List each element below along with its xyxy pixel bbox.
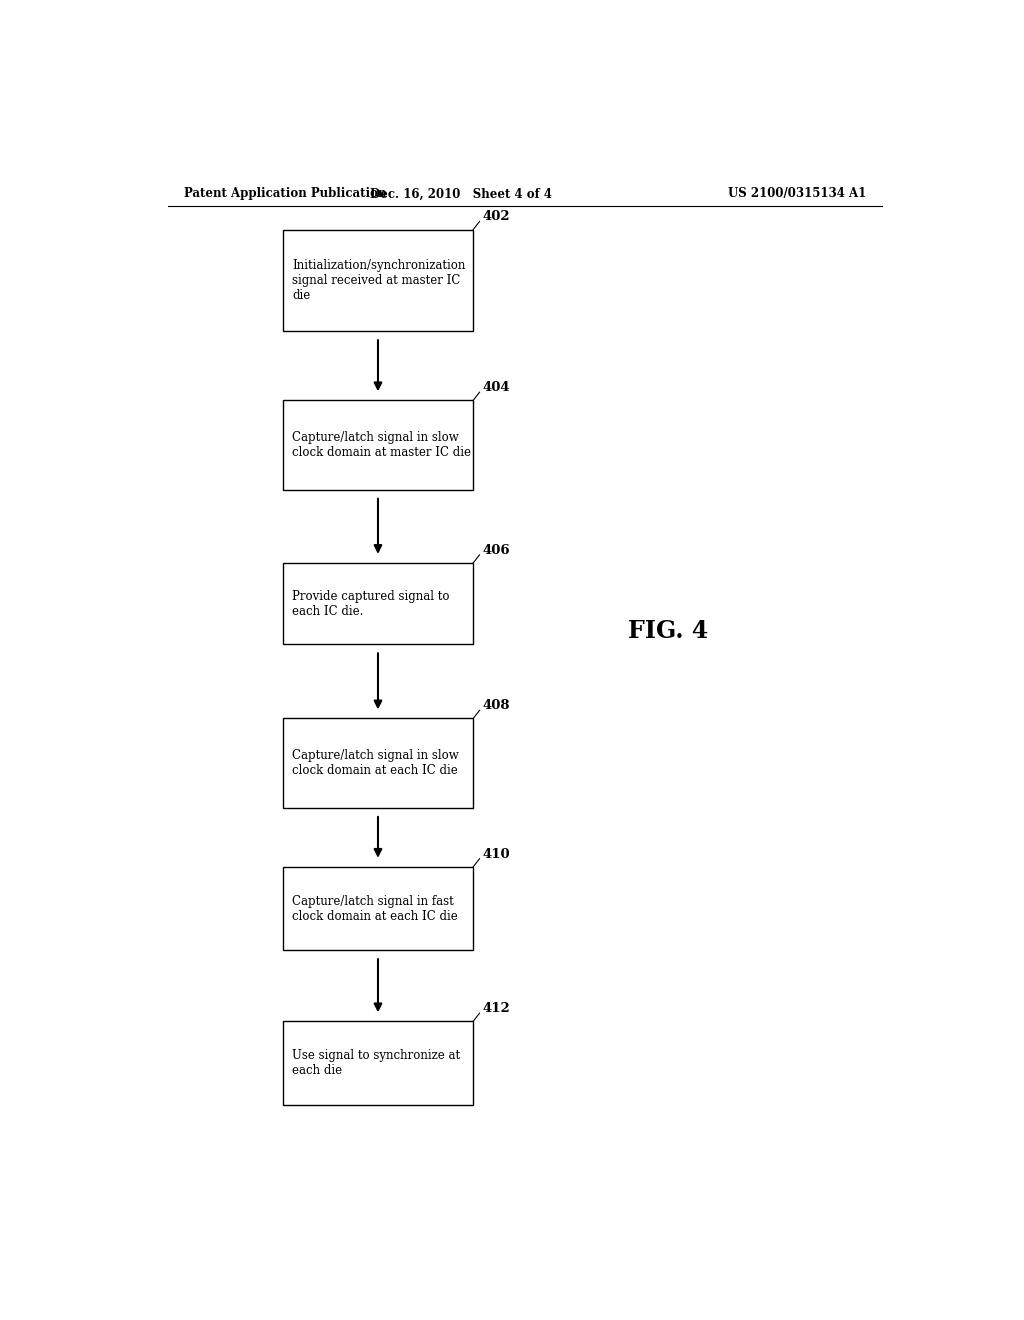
Text: Use signal to synchronize at
each die: Use signal to synchronize at each die bbox=[292, 1049, 461, 1077]
Text: Capture/latch signal in slow
clock domain at master IC die: Capture/latch signal in slow clock domai… bbox=[292, 432, 471, 459]
Bar bbox=[283, 230, 473, 331]
Text: Capture/latch signal in slow
clock domain at each IC die: Capture/latch signal in slow clock domai… bbox=[292, 750, 459, 777]
Bar bbox=[283, 867, 473, 950]
Bar bbox=[283, 562, 473, 644]
Text: US 2100/0315134 A1: US 2100/0315134 A1 bbox=[728, 187, 866, 201]
Text: FIG. 4: FIG. 4 bbox=[628, 619, 708, 643]
Bar bbox=[283, 718, 473, 808]
Text: Provide captured signal to
each IC die.: Provide captured signal to each IC die. bbox=[292, 590, 450, 618]
Bar bbox=[283, 1022, 473, 1105]
Text: Patent Application Publication: Patent Application Publication bbox=[183, 187, 386, 201]
Text: 412: 412 bbox=[482, 1002, 511, 1015]
Text: 406: 406 bbox=[482, 544, 510, 557]
Text: Dec. 16, 2010   Sheet 4 of 4: Dec. 16, 2010 Sheet 4 of 4 bbox=[371, 187, 552, 201]
Bar bbox=[283, 400, 473, 490]
Text: Capture/latch signal in fast
clock domain at each IC die: Capture/latch signal in fast clock domai… bbox=[292, 895, 458, 923]
Text: 410: 410 bbox=[482, 847, 510, 861]
Text: 408: 408 bbox=[482, 700, 510, 713]
Text: 402: 402 bbox=[482, 210, 510, 223]
Text: Initialization/synchronization
signal received at master IC
die: Initialization/synchronization signal re… bbox=[292, 259, 466, 302]
Text: 404: 404 bbox=[482, 381, 510, 395]
